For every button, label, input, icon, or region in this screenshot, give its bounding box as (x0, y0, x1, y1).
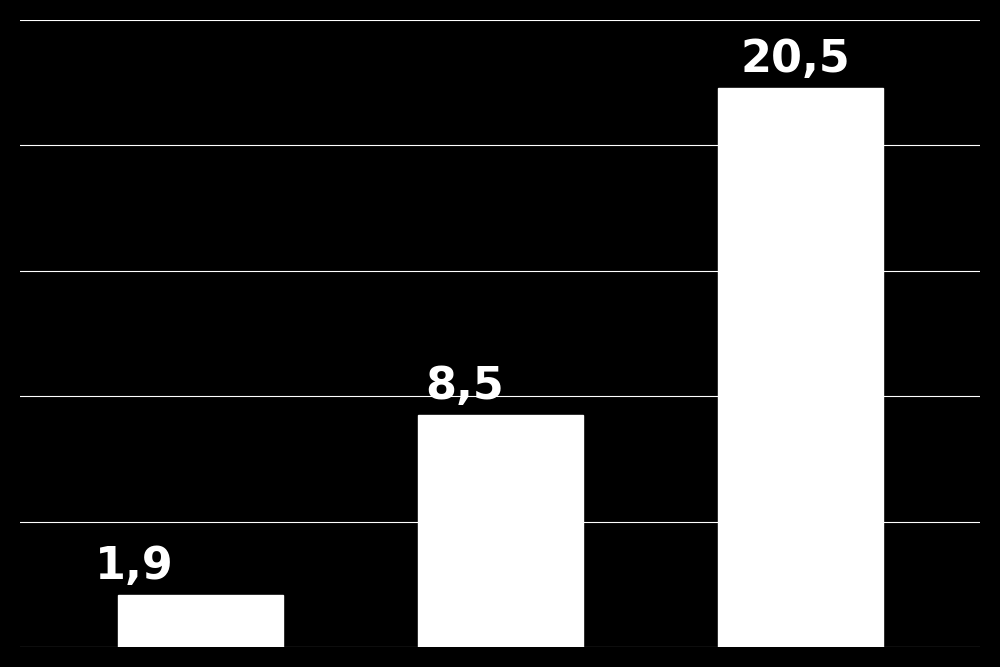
Text: 8,5: 8,5 (425, 366, 504, 408)
Bar (118, 595, 283, 647)
Bar (418, 416, 582, 647)
Text: 1,9: 1,9 (95, 546, 174, 588)
Bar (718, 88, 883, 647)
Text: 20,5: 20,5 (740, 38, 850, 81)
